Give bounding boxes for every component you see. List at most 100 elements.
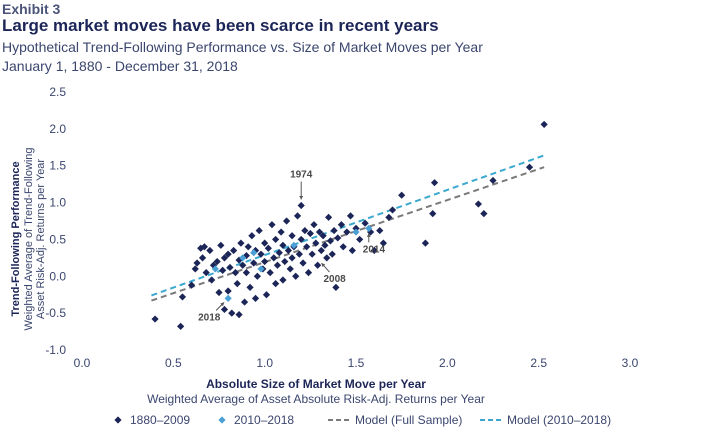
point-1880-2009 (230, 246, 238, 255)
point-1880-2009 (217, 241, 225, 249)
point-1880-2009 (202, 269, 210, 277)
annotation-label: 2008 (323, 274, 346, 285)
point-1880-2009 (178, 293, 187, 301)
point-2010-2018 (250, 249, 258, 257)
point-1880-2009 (198, 254, 207, 262)
date-range: January 1, 1880 - December 31, 2018 (2, 58, 238, 74)
point-1880-2009 (275, 249, 283, 257)
model-2010-2018-line (151, 154, 545, 297)
point-1880-2009 (237, 239, 245, 247)
point-1880-2009 (288, 254, 296, 262)
point-1880-2009 (308, 250, 316, 258)
point-1880-2009 (268, 221, 276, 229)
point-1880-2009 (430, 179, 439, 187)
point-1880-2009 (474, 200, 482, 208)
point-1880-2009 (220, 305, 229, 314)
point-1880-2009 (295, 250, 303, 258)
annotation-arrowhead (220, 302, 225, 307)
point-2010-2018 (352, 228, 360, 236)
point-1880-2009 (525, 163, 534, 171)
point-1880-2009 (272, 235, 280, 244)
point-1880-2009 (279, 276, 287, 284)
point-1880-2009 (228, 309, 236, 317)
y-tick-label: 2.5 (49, 85, 66, 99)
point-1880-2009 (231, 269, 240, 277)
point-1880-2009 (304, 269, 313, 277)
point-1880-2009 (220, 254, 229, 262)
point-1880-2009 (219, 266, 227, 274)
x-axis-sublabel: Weighted Average of Asset Absolute Risk-… (147, 392, 485, 406)
point-1880-2009 (277, 228, 285, 236)
annotation-label: 1974 (290, 170, 313, 181)
point-1880-2009 (421, 239, 430, 247)
point-1880-2009 (284, 246, 293, 255)
point-1880-2009 (272, 280, 280, 288)
legend-label: 2010–2018 (234, 413, 294, 427)
point-1880-2009 (206, 246, 214, 255)
point-1880-2009 (281, 257, 289, 266)
point-1880-2009 (343, 228, 351, 236)
point-2010-2018 (239, 254, 247, 262)
point-1880-2009 (319, 232, 327, 240)
point-1880-2009 (261, 239, 269, 247)
legend-label: 1880–2009 (130, 413, 190, 427)
point-1880-2009 (250, 259, 258, 267)
point-1880-2009 (301, 226, 309, 235)
point-1880-2009 (224, 250, 232, 258)
y-axis-label: Trend-Following Performance (10, 161, 22, 316)
point-1880-2009 (370, 246, 378, 255)
annotation-label: 2018 (198, 312, 221, 323)
point-1880-2009 (310, 221, 318, 229)
point-1880-2009 (264, 244, 272, 252)
y-tick-label: 2.0 (49, 122, 66, 136)
point-1880-2009 (292, 272, 300, 280)
point-1880-2009 (286, 265, 294, 273)
point-1880-2009 (325, 213, 333, 221)
point-1880-2009 (262, 291, 271, 299)
point-1880-2009 (226, 263, 234, 272)
point-1880-2009 (489, 176, 497, 185)
annotation-arrowhead (299, 196, 304, 200)
point-2010-2018 (365, 224, 373, 232)
point-1880-2009 (326, 237, 335, 245)
point-1880-2009 (352, 224, 360, 232)
y-tick-label: 1.0 (49, 196, 66, 210)
point-1880-2009 (429, 210, 437, 218)
x-tick-label: 1.5 (348, 356, 365, 370)
point-1880-2009 (339, 243, 347, 251)
point-1880-2009 (388, 206, 397, 214)
point-1880-2009 (261, 257, 269, 266)
x-axis-label: Absolute Size of Market Move per Year (206, 377, 426, 391)
point-1880-2009 (233, 280, 241, 288)
point-1880-2009 (330, 226, 338, 235)
point-1880-2009 (193, 259, 201, 267)
point-1880-2009 (224, 287, 232, 295)
point-2010-2018 (211, 265, 219, 273)
point-1880-2009 (306, 229, 314, 238)
annotation-label: 2014 (363, 244, 386, 255)
point-1880-2009 (540, 120, 548, 129)
x-tick-label: 2.0 (439, 356, 456, 370)
annotation-arrowhead (366, 233, 371, 237)
point-1880-2009 (332, 283, 340, 291)
point-2010-2018 (257, 265, 265, 273)
y-tick-label: -1.0 (45, 343, 66, 357)
point-1880-2009 (315, 228, 324, 236)
point-1880-2009 (246, 283, 254, 291)
point-1880-2009 (282, 217, 291, 225)
point-1880-2009 (188, 281, 196, 289)
point-1880-2009 (200, 243, 208, 251)
point-1880-2009 (213, 257, 221, 266)
point-1880-2009 (242, 252, 250, 260)
point-1880-2009 (348, 246, 356, 255)
point-1880-2009 (248, 232, 256, 240)
y-axis-sublabel-line2: Asset Risk-Adj. Returns per Year (35, 159, 47, 320)
chart-title: Large market moves have been scarce in r… (2, 16, 439, 35)
point-1880-2009 (297, 235, 305, 244)
y-tick-label: 0.5 (49, 232, 66, 246)
x-tick-label: 3.0 (622, 356, 639, 370)
point-1880-2009 (253, 272, 261, 280)
point-1880-2009 (235, 311, 243, 319)
point-1880-2009 (257, 250, 265, 258)
y-tick-label: 1.5 (49, 159, 66, 173)
